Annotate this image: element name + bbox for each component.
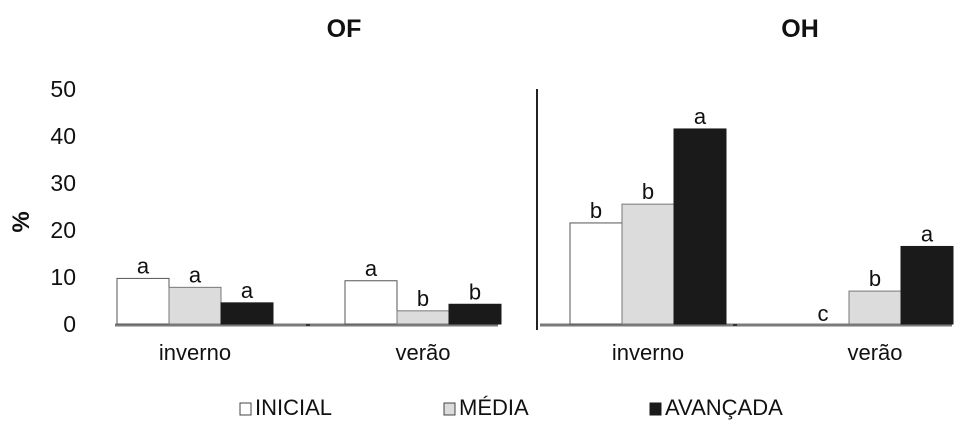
- bar-oh-verao-avancada: [900, 245, 954, 325]
- significance-letter-oh-inverno-avancada: a: [694, 104, 707, 129]
- y-tick-label-10: 10: [50, 264, 76, 290]
- legend: INICIAL MÉDIA AVANÇADA: [239, 395, 783, 420]
- panel-title-of: OF: [327, 15, 362, 43]
- y-tick-label-40: 40: [50, 123, 76, 149]
- significance-letter-of-inverno-media: a: [189, 262, 202, 287]
- significance-letter-oh-verao-avancada: a: [921, 221, 934, 246]
- bar-oh-inverno-avancada: [673, 128, 727, 325]
- significance-letter-of-verao-avancada: b: [469, 279, 481, 304]
- significance-letter-of-inverno-avancada: a: [241, 278, 254, 303]
- significance-letter-of-verao-media: b: [417, 286, 429, 311]
- bar-of-inverno-inicial: [116, 277, 170, 325]
- y-axis-label: %: [8, 211, 35, 232]
- bar-of-verao-avancada: [448, 303, 502, 325]
- legend-swatch-media: [443, 402, 456, 416]
- bar-of-inverno-media: [168, 286, 222, 325]
- bars-layer: [116, 128, 954, 325]
- bar-of-verao-inicial: [344, 280, 398, 325]
- legend-label-avancada: AVANÇADA: [665, 395, 783, 420]
- significance-letter-oh-inverno-inicial: b: [590, 198, 602, 223]
- bar-oh-inverno-inicial: [569, 222, 623, 325]
- significance-letter-of-verao-inicial: a: [365, 256, 378, 281]
- bar-of-verao-media: [396, 310, 450, 325]
- category-label-oh-verao: verão: [847, 340, 902, 365]
- bar-oh-verao-media: [848, 290, 902, 325]
- y-tick-label-30: 30: [50, 170, 76, 196]
- legend-label-inicial: INICIAL: [255, 395, 332, 420]
- bar-oh-inverno-media: [621, 203, 675, 325]
- axes-layer: 0 10 20 30 40 50%: [8, 76, 952, 337]
- significance-letter-of-inverno-inicial: a: [137, 253, 150, 278]
- significance-letter-oh-inverno-media: b: [642, 179, 654, 204]
- significance-letter-oh-verao-inicial: c: [818, 301, 829, 326]
- bar-of-inverno-avancada: [220, 302, 274, 325]
- category-label-oh-inverno: inverno: [612, 340, 684, 365]
- significance-letter-oh-verao-media: b: [869, 266, 881, 291]
- panel-title-oh: OH: [781, 15, 819, 43]
- legend-label-media: MÉDIA: [459, 395, 529, 420]
- y-tick-label-50: 50: [50, 76, 76, 102]
- category-label-of-inverno: inverno: [159, 340, 231, 365]
- legend-swatch-inicial: [239, 402, 252, 416]
- y-tick-label-20: 20: [50, 217, 76, 243]
- category-label-of-verao: verão: [395, 340, 450, 365]
- legend-swatch-avancada: [649, 402, 662, 416]
- y-tick-label-0: 0: [63, 311, 76, 337]
